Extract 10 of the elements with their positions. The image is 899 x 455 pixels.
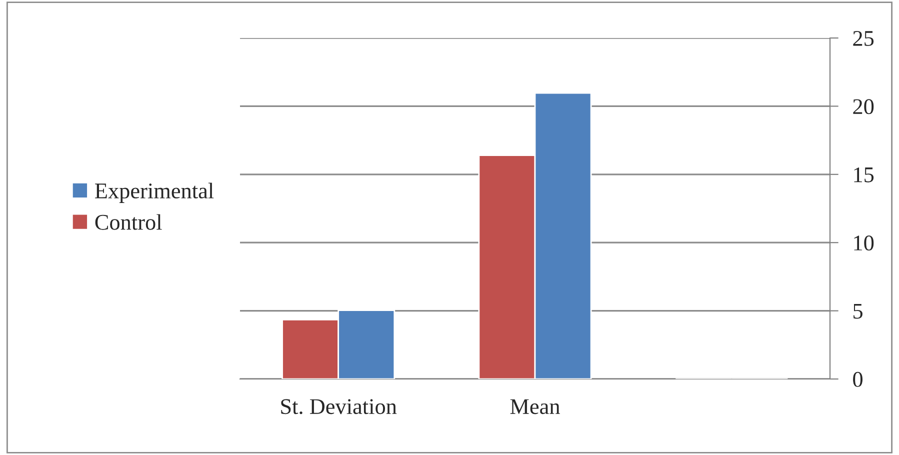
y-tick-label: 0	[853, 372, 862, 387]
y-tick-label: 20	[853, 99, 874, 114]
y-tick-label: 15	[854, 167, 874, 182]
legend-label: Experimental	[95, 182, 214, 203]
y-tick-label: 5	[854, 304, 862, 319]
x-tick-label: St. Deviation	[281, 399, 397, 414]
legend-label: Control	[95, 214, 162, 230]
y-tick-label: 25	[853, 30, 874, 46]
x-tick-label: Mean	[510, 399, 560, 414]
y-tick-label: 10	[854, 236, 874, 251]
